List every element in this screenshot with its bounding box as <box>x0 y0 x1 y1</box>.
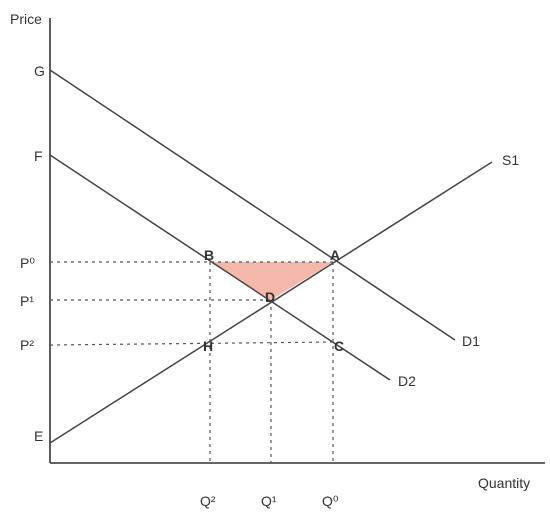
intercept-e: E <box>34 428 43 444</box>
price-label-p0: P⁰ <box>20 255 35 271</box>
point-label-c: C <box>334 338 344 354</box>
y-axis-label: Price <box>10 11 42 27</box>
point-label-h: H <box>203 338 213 354</box>
curve-label-d2: D2 <box>398 373 416 389</box>
curve-label-d1: D1 <box>462 333 480 349</box>
price-label-p2: P² <box>20 337 34 353</box>
shaded-triangle-abd <box>210 262 333 300</box>
quantity-label-q1: Q¹ <box>261 493 277 509</box>
intercept-f: F <box>34 148 43 164</box>
quantity-label-q0: Q⁰ <box>322 493 339 509</box>
intercept-g: G <box>34 63 45 79</box>
quantity-label-q2: Q² <box>200 493 216 509</box>
price-label-p1: P¹ <box>20 293 34 309</box>
demand-curve-d2 <box>49 154 391 381</box>
curve-label-s1: S1 <box>502 152 519 168</box>
point-label-b: B <box>204 247 214 263</box>
point-label-d: D <box>265 289 275 305</box>
point-label-a: A <box>330 247 340 263</box>
demand-curve-d1 <box>49 69 456 341</box>
dashed-p2 <box>49 341 334 346</box>
x-axis-label: Quantity <box>478 475 530 491</box>
